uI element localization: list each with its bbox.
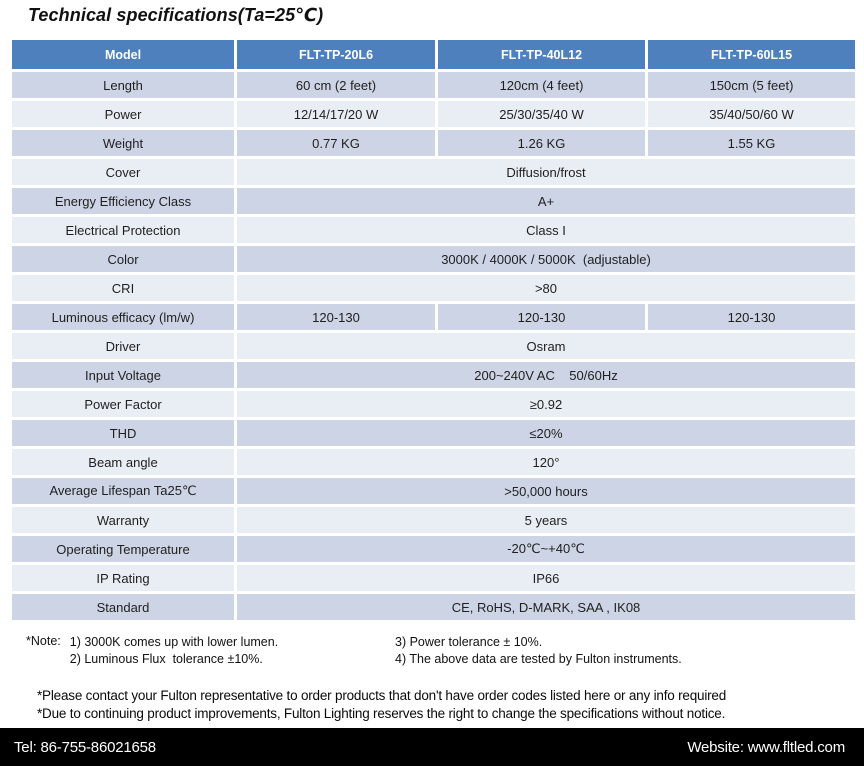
header-col-3: FLT-TP-60L15 <box>648 40 855 69</box>
table-row: Power 12/14/17/20 W 25/30/35/40 W 35/40/50/… <box>12 101 855 127</box>
value-cell-span: 5 years <box>237 507 855 533</box>
table-header-row: Model FLT-TP-20L6 FLT-TP-40L12 FLT-TP-60… <box>12 40 855 69</box>
footer-website: Website: www.fltled.com <box>687 738 845 756</box>
value-cell-span: 200~240V AC 50/60Hz <box>237 362 855 388</box>
table-row: Luminous efficacy (lm/w) 120-130 120-130 12… <box>12 304 855 330</box>
row-label: Length <box>12 72 234 98</box>
table-row: IP Rating IP66 <box>12 565 855 591</box>
table-row: Cover Diffusion/frost <box>12 159 855 185</box>
value-cell-span: CE, RoHS, D-MARK, SAA , IK08 <box>237 594 855 620</box>
value-cell: 120-130 <box>648 304 855 330</box>
row-label: Standard <box>12 594 234 620</box>
value-cell-span: -20℃~+40℃ <box>237 536 855 562</box>
row-label: Luminous efficacy (lm/w) <box>12 304 234 330</box>
row-label: Energy Efficiency Class <box>12 188 234 214</box>
row-label: Power Factor <box>12 391 234 417</box>
value-cell: 150cm (5 feet) <box>648 72 855 98</box>
header-col-2: FLT-TP-40L12 <box>438 40 645 69</box>
spec-table: Model FLT-TP-20L6 FLT-TP-40L12 FLT-TP-60… <box>9 37 858 623</box>
disclaimer-line: *Please contact your Fulton representati… <box>37 688 727 703</box>
footer-tel: Tel: 86-755-86021658 <box>14 738 156 756</box>
table-row: Standard CE, RoHS, D-MARK, SAA , IK08 <box>12 594 855 620</box>
table-row: Warranty 5 years <box>12 507 855 533</box>
page-title: Technical specifications(Ta=25℃) <box>28 5 324 25</box>
row-label: Cover <box>12 159 234 185</box>
row-label: Driver <box>12 333 234 359</box>
spec-table-body: Length 60 cm (2 feet) 120cm (4 feet) 150cm … <box>12 72 855 620</box>
value-cell-span: Diffusion/frost <box>237 159 855 185</box>
value-cell: 120-130 <box>438 304 645 330</box>
row-label: THD <box>12 420 234 446</box>
header-model: Model <box>12 40 234 69</box>
value-cell-span: Osram <box>237 333 855 359</box>
row-label: Average Lifespan Ta25℃ <box>12 478 234 504</box>
row-label: Input Voltage <box>12 362 234 388</box>
row-label: CRI <box>12 275 234 301</box>
table-row: CRI >80 <box>12 275 855 301</box>
value-cell-span: ≤20% <box>237 420 855 446</box>
value-cell: 60 cm (2 feet) <box>237 72 435 98</box>
table-row: Weight 0.77 KG 1.26 KG 1.55 KG <box>12 130 855 156</box>
value-cell: 1.55 KG <box>648 130 855 156</box>
value-cell-span: A+ <box>237 188 855 214</box>
value-cell-span: >50,000 hours <box>237 478 855 504</box>
value-cell: 120cm (4 feet) <box>438 72 645 98</box>
table-row: Color 3000K / 4000K / 5000K (adjustable) <box>12 246 855 272</box>
value-cell: 25/30/35/40 W <box>438 101 645 127</box>
row-label: Warranty <box>12 507 234 533</box>
row-label: Electrical Protection <box>12 217 234 243</box>
value-cell-span: ≥0.92 <box>237 391 855 417</box>
notes-right-items: 3) Power tolerance ± 10%. 4) The above da… <box>395 634 682 668</box>
header-col-1: FLT-TP-20L6 <box>237 40 435 69</box>
value-cell-span: 3000K / 4000K / 5000K (adjustable) <box>237 246 855 272</box>
notes-left-column: *Note: 1) 3000K comes up with lower lume… <box>26 634 278 668</box>
value-cell-span: IP66 <box>237 565 855 591</box>
table-row: Driver Osram <box>12 333 855 359</box>
row-label: Color <box>12 246 234 272</box>
row-label: Operating Temperature <box>12 536 234 562</box>
table-row: Electrical Protection Class I <box>12 217 855 243</box>
value-cell: 120-130 <box>237 304 435 330</box>
value-cell-span: >80 <box>237 275 855 301</box>
row-label: IP Rating <box>12 565 234 591</box>
footer-bar: Tel: 86-755-86021658 Website: www.fltled… <box>0 728 864 766</box>
row-label: Weight <box>12 130 234 156</box>
note-item: 4) The above data are tested by Fulton i… <box>395 652 682 666</box>
value-cell: 0.77 KG <box>237 130 435 156</box>
notes-left-items: 1) 3000K comes up with lower lumen. 2) Lu… <box>70 634 278 668</box>
disclaimer-section: *Please contact your Fulton representati… <box>37 687 726 723</box>
note-item: 3) Power tolerance ± 10%. <box>395 635 543 649</box>
value-cell: 12/14/17/20 W <box>237 101 435 127</box>
table-row: Beam angle 120° <box>12 449 855 475</box>
row-label: Beam angle <box>12 449 234 475</box>
table-row: Operating Temperature -20℃~+40℃ <box>12 536 855 562</box>
table-row: Input Voltage 200~240V AC 50/60Hz <box>12 362 855 388</box>
table-row: Average Lifespan Ta25℃ >50,000 hours <box>12 478 855 504</box>
value-cell: 35/40/50/60 W <box>648 101 855 127</box>
table-row: Length 60 cm (2 feet) 120cm (4 feet) 150cm … <box>12 72 855 98</box>
note-item: 1) 3000K comes up with lower lumen. <box>69 635 279 649</box>
value-cell-span: Class I <box>237 217 855 243</box>
value-cell: 1.26 KG <box>438 130 645 156</box>
value-cell-span: 120° <box>237 449 855 475</box>
table-row: Energy Efficiency Class A+ <box>12 188 855 214</box>
disclaimer-line: *Due to continuing product improvements,… <box>37 706 726 721</box>
note-item: 2) Luminous Flux tolerance ±10%. <box>69 652 263 666</box>
notes-label: *Note: <box>26 634 61 648</box>
row-label: Power <box>12 101 234 127</box>
table-row: Power Factor ≥0.92 <box>12 391 855 417</box>
table-row: THD ≤20% <box>12 420 855 446</box>
